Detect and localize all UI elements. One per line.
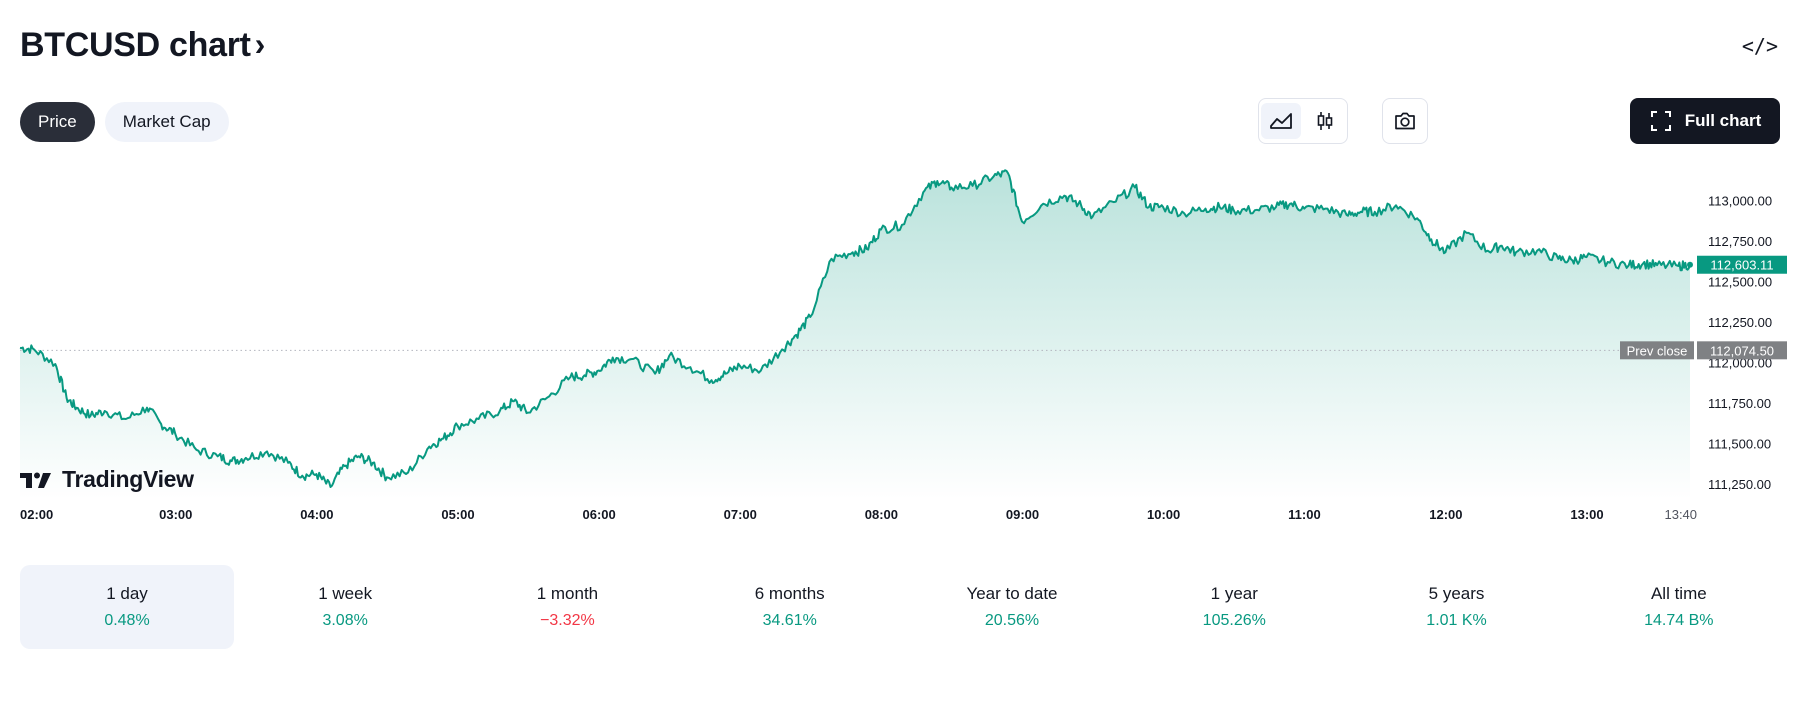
x-axis-tick-label: 02:00: [20, 507, 53, 522]
camera-icon: [1395, 112, 1415, 130]
x-axis-tick-label: 04:00: [300, 507, 333, 522]
page-title[interactable]: BTCUSD chart ›: [20, 26, 265, 65]
period-change: 14.74 B%: [1644, 612, 1714, 629]
prev-close-label: Prev close: [1627, 343, 1688, 358]
area-chart-button[interactable]: [1261, 103, 1301, 139]
period-label: 6 months: [754, 584, 825, 603]
period-change: 34.61%: [762, 612, 817, 629]
x-axis-tick-label: 07:00: [724, 507, 757, 522]
last-price-dot: [1687, 261, 1693, 268]
period-6-months[interactable]: 6 months 34.61%: [679, 565, 901, 649]
y-axis-tick-label: 111,750.00: [1708, 396, 1771, 411]
x-axis-tick-label: 10:00: [1147, 507, 1180, 522]
x-axis-tick-label: 13:00: [1570, 507, 1603, 522]
x-axis-tick-label: 09:00: [1006, 507, 1039, 522]
price-line: [19, 169, 1691, 488]
period-year-to-date[interactable]: Year to date 20.56%: [901, 565, 1123, 649]
y-axis-tick-label: 113,000.00: [1708, 193, 1772, 208]
y-axis-tick-label: 112,250.00: [1708, 315, 1772, 330]
x-axis-tick-label: 12:00: [1429, 507, 1462, 522]
tradingview-logo-icon: [20, 472, 51, 488]
chart-style-toggle: [1258, 98, 1348, 144]
period-label: 1 year: [1210, 584, 1258, 603]
period-1-week[interactable]: 1 week 3.08%: [234, 565, 456, 649]
x-axis-tick-label: 05:00: [441, 507, 474, 522]
period-all-time[interactable]: All time 14.74 B%: [1568, 565, 1790, 649]
embed-code-icon[interactable]: </>: [1741, 34, 1778, 58]
price-area-fill: [20, 170, 1690, 501]
candles-chart-button[interactable]: [1305, 103, 1345, 139]
y-axis-tick-label: 111,500.00: [1708, 436, 1771, 451]
last-price-tag: [1697, 255, 1787, 274]
period-1-day[interactable]: 1 day 0.48%: [20, 565, 234, 649]
full-chart-button[interactable]: Full chart: [1630, 98, 1780, 144]
chart-type-tabs: Price Market Cap: [20, 102, 229, 142]
x-axis-tick-label: 08:00: [865, 507, 898, 522]
candlestick-icon: [1317, 112, 1333, 130]
period-change: −3.32%: [540, 612, 595, 629]
y-axis-tick-label: 112,750.00: [1708, 234, 1772, 249]
period-change: 0.48%: [104, 612, 150, 629]
period-label: Year to date: [966, 584, 1058, 603]
period-label: 1 month: [536, 584, 599, 603]
period-change: 20.56%: [984, 612, 1040, 629]
tradingview-logo[interactable]: TradingView: [20, 466, 194, 493]
y-axis-tick-label: 112,500.00: [1708, 274, 1772, 289]
chart-title-text[interactable]: BTCUSD chart: [20, 26, 251, 64]
x-axis-tick-label: 13:40: [1664, 507, 1697, 522]
area-chart-icon: [1270, 113, 1292, 129]
period-label: 1 day: [106, 584, 148, 603]
period-label: 5 years: [1428, 584, 1485, 603]
x-axis-tick-label: 06:00: [583, 507, 616, 522]
period-change: 105.26%: [1202, 612, 1266, 629]
period-label: 1 week: [318, 584, 373, 603]
period-1-year[interactable]: 1 year 105.26%: [1123, 565, 1345, 649]
prev-close-value: 112,074.50: [1710, 343, 1774, 358]
snapshot-button[interactable]: [1382, 98, 1428, 144]
period-label: All time: [1650, 584, 1707, 603]
fullscreen-icon: [1650, 111, 1671, 131]
prev-close-value-tag: [1697, 341, 1787, 360]
price-chart[interactable]: 113,000.00 112,750.00 112,500.00 112,250.00…: [0, 160, 1812, 540]
tradingview-logo-text: TradingView: [62, 466, 194, 492]
full-chart-label[interactable]: Full chart: [1684, 111, 1762, 130]
period-5-years[interactable]: 5 years 1.01 K%: [1345, 565, 1567, 649]
prev-close-tag: [1620, 341, 1694, 360]
period-change: 1.01 K%: [1426, 612, 1487, 629]
period-change: 3.08%: [322, 612, 368, 629]
y-axis-tick-label: 111,250.00: [1708, 477, 1771, 492]
last-price-value: 112,603.11: [1710, 258, 1773, 273]
x-axis-tick-label: 03:00: [159, 507, 192, 522]
chevron-right-icon[interactable]: ›: [254, 26, 266, 62]
period-1-month[interactable]: 1 month −3.32%: [456, 565, 678, 649]
tab-price[interactable]: Price: [20, 102, 95, 142]
x-axis-tick-label: 11:00: [1288, 507, 1321, 522]
performance-periods: 1 day 0.48% 1 week 3.08% 1 month −3.32% …: [20, 565, 1790, 649]
tab-market-cap[interactable]: Market Cap: [104, 102, 229, 142]
